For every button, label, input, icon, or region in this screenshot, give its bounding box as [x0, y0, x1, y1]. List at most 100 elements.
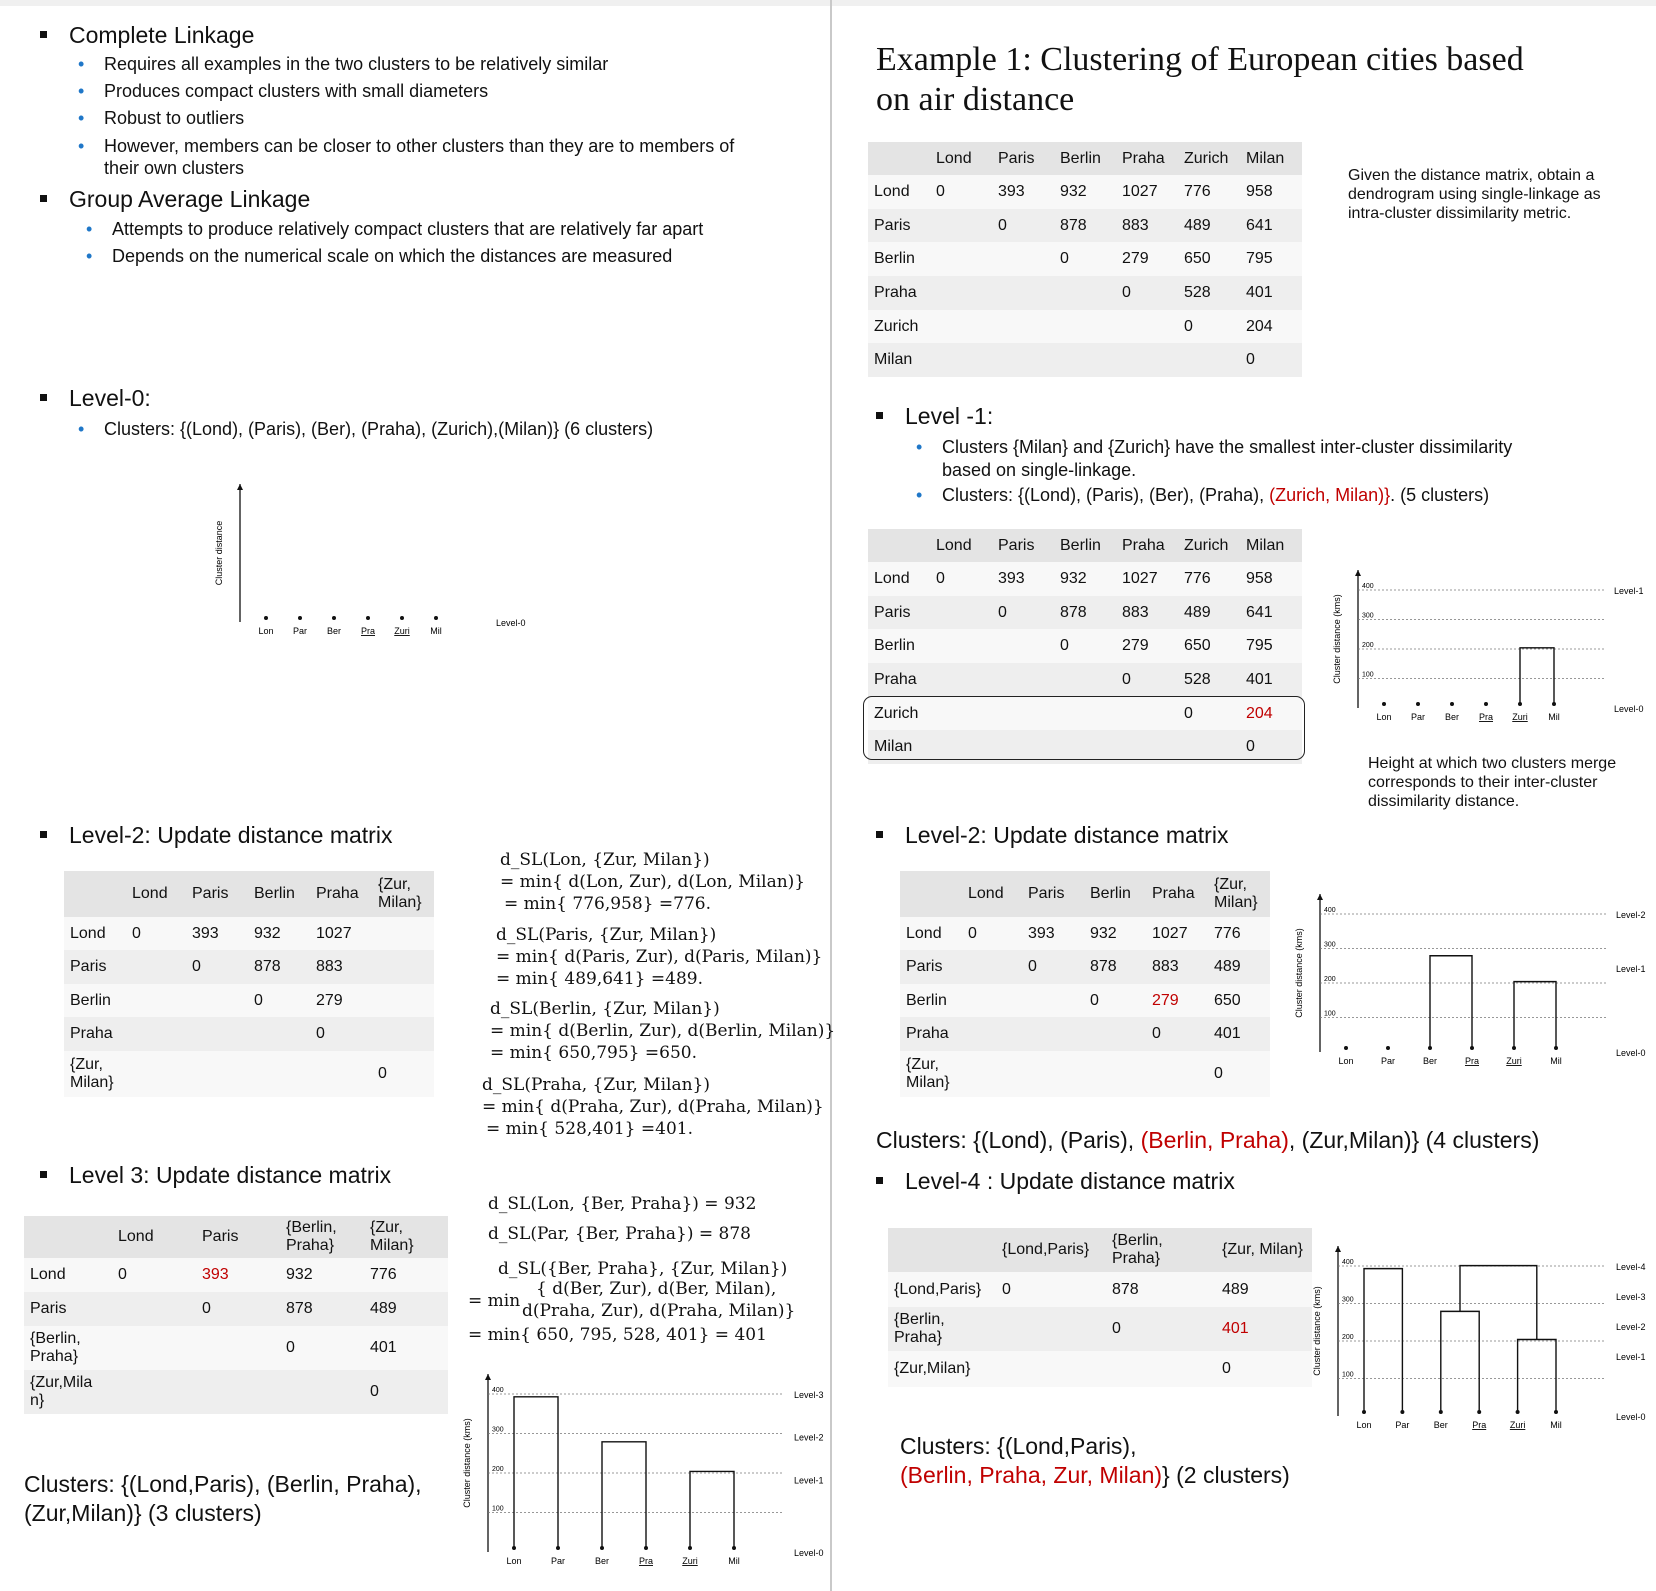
bullet-text-highlight: (Zurich, Milan)} — [1269, 485, 1391, 505]
level-label: Level-2 — [1616, 910, 1646, 920]
distance-matrix-level2-left: Lond Paris Berlin Praha {Zur, Milan} Lond 0 39… — [64, 871, 434, 1097]
formula-berlin: d_SL(Berlin, {Zur, Milan}) = min{ d(Berl… — [468, 998, 835, 1064]
level-label: Level-0 — [496, 618, 526, 628]
level2-heading-left: Level-2: Update distance matrix — [40, 822, 392, 849]
bullet-text: Depends on the numerical scale on which … — [112, 246, 673, 266]
col-header: Paris — [196, 1216, 280, 1258]
heading-text: Level-2: Update distance matrix — [905, 822, 1229, 848]
title-line: Example 1: Clustering of European cities… — [876, 41, 1524, 78]
formula-line: d_SL(Paris, {Zur, Milan}) — [496, 925, 717, 945]
bullet-text: However, members can be closer to other … — [104, 136, 735, 156]
formula-l3-c: d(Praha, Zur), d(Praha, Milan)} — [522, 1301, 796, 1321]
merge-link — [1516, 1338, 1557, 1412]
distance-matrix-level3: Lond Paris {Berlin, Praha} {Zur, Milan} Lon… — [24, 1216, 448, 1414]
level2-heading-right: Level-2: Update distance matrix — [876, 822, 1228, 849]
leaf-label: Ber — [595, 1556, 609, 1566]
col-header: {Berlin, Praha} — [1106, 1228, 1216, 1272]
col-header: Berlin — [248, 871, 310, 917]
tick-label: 400 — [1324, 907, 1336, 914]
formula-line: = min{ d(Paris, Zur), d(Paris, Milan)} — [496, 947, 823, 967]
table-row: {Zur,Milan} 0 — [888, 1351, 1312, 1387]
heading-text: Level-4 : Update distance matrix — [905, 1168, 1235, 1194]
merge-link — [1440, 1310, 1480, 1412]
formula-l3-eq: = min — [468, 1291, 521, 1311]
tick-label: 400 — [1342, 1259, 1354, 1266]
level-m1-bullet-1-cont: based on single-linkage. — [942, 460, 1137, 480]
heading-text: Level-2: Update distance matrix — [69, 822, 393, 848]
clusters-text-highlight: (Berlin, Praha, Zur, Milan) — [900, 1462, 1163, 1488]
leaf-label: Par — [293, 626, 307, 636]
leaf-label: Zuri — [1510, 1420, 1526, 1430]
table-row: Praha 0 528 401 — [868, 276, 1302, 310]
formula-line: = min{ 489,641} =489. — [496, 969, 703, 989]
page-divider — [830, 0, 832, 1591]
level-label: Level-1 — [794, 1475, 824, 1485]
leaf-point — [1450, 702, 1454, 706]
level-label: Level-0 — [1616, 1412, 1646, 1422]
leaf-label: Par — [1395, 1420, 1409, 1430]
table-row: Lond 0 393 932 1027 776 958 — [868, 175, 1302, 209]
col-header: Berlin — [1084, 871, 1146, 917]
leaf-point — [264, 616, 268, 620]
leaf-label: Lon — [1356, 1420, 1371, 1430]
complete-bullet-3: • Robust to outliers — [78, 108, 245, 128]
complete-bullet-1: • Requires all examples in the two cluste… — [78, 54, 609, 74]
merge-link — [1459, 1264, 1538, 1340]
col-header: Lond — [126, 871, 186, 917]
leaf-label: Par — [1381, 1056, 1395, 1066]
merge-link — [1513, 980, 1557, 1048]
leaf-label: Zuri — [1512, 712, 1528, 722]
clusters-text: , (Zur,Milan)} (4 clusters) — [1288, 1127, 1540, 1153]
formula-line: = min{ 650,795} =650. — [490, 1043, 697, 1063]
table-row: Zurich 0 204 — [868, 310, 1302, 343]
leaf-label: Pra — [1479, 712, 1493, 722]
complete-bullet-4: • However, members can be closer to other… — [78, 136, 735, 156]
heading-text: Level-0: — [69, 385, 151, 411]
example-title: Example 1: Clustering of European cities… — [876, 40, 1524, 120]
table-row: {Berlin, Praha} 0 401 — [24, 1326, 448, 1370]
leaf-point — [298, 616, 302, 620]
height-note: Height at which two clusters merge corre… — [1368, 754, 1616, 811]
table-row: {Zur, Milan} 0 — [64, 1051, 434, 1097]
table-row: Zurich 0 204 — [868, 697, 1302, 730]
distance-matrix-level2-right: Lond Paris Berlin Praha {Zur, Milan} Lond 0 39… — [900, 871, 1270, 1097]
tick-label: 200 — [1342, 1334, 1354, 1341]
col-header: Lond — [930, 142, 992, 175]
level-label: Level-0 — [794, 1548, 824, 1558]
merge-link — [1429, 955, 1473, 1048]
leaf-point — [1386, 1046, 1390, 1050]
table-row: {Lond,Paris} 0 878 489 — [888, 1272, 1312, 1307]
bullet-text: Clusters: {(Lond), (Paris), (Ber), (Prah… — [942, 485, 1270, 505]
leaf-label: Ber — [1423, 1056, 1437, 1066]
table-row: Praha 0 — [64, 1017, 434, 1051]
table-row: {Zur, Milan} 0 — [900, 1051, 1270, 1097]
col-header: {Zur, Milan} — [364, 1216, 448, 1258]
leaf-label: Pra — [361, 626, 375, 636]
bullet-text: Robust to outliers — [104, 108, 245, 128]
axis-arrow — [237, 484, 243, 490]
heading-text: Complete Linkage — [69, 22, 255, 48]
level3-heading: Level 3: Update distance matrix — [40, 1162, 391, 1189]
leaf-point — [1416, 702, 1420, 706]
col-header: {Zur, Milan} — [372, 871, 434, 917]
dendrogram-level4: Cluster distance (kms) 100 200 300 400 Lon Par… — [1312, 1246, 1646, 1430]
tick-label: 300 — [1342, 1297, 1354, 1304]
formula-l3-b: { d(Ber, Zur), d(Ber, Milan), — [536, 1279, 777, 1299]
clusters-line: Clusters: {(Lond,Paris), (Berlin, Praha)… — [24, 1471, 422, 1497]
col-header: Lond — [112, 1216, 196, 1258]
formula-line: d_SL(Berlin, {Zur, Milan}) — [490, 999, 720, 1019]
tick-label: 300 — [1362, 613, 1374, 620]
highlight-box — [863, 696, 1305, 760]
col-header: Milan — [1240, 529, 1302, 562]
heading-text: Level -1: — [905, 403, 994, 429]
table-row: Lond 0 393 932 1027 776 — [900, 917, 1270, 950]
note-line: corresponds to their inter-cluster — [1368, 774, 1598, 791]
table-row: Praha 0 528 401 — [868, 663, 1302, 697]
merge-link — [601, 1441, 647, 1548]
dendrogram-level3: Cluster distance (kms) 100 200 300 400 Lon Par… — [462, 1374, 824, 1566]
formula-l3-d: = min{ 650, 795, 528, 401} = 401 — [468, 1325, 767, 1345]
leaf-label: Zuri — [1506, 1056, 1522, 1066]
leaf-label: Mil — [1550, 1420, 1562, 1430]
level-label: Level-3 — [1616, 1292, 1646, 1302]
level4-clusters: Clusters: {(Lond,Paris), (Berlin, Praha,… — [900, 1432, 1290, 1490]
